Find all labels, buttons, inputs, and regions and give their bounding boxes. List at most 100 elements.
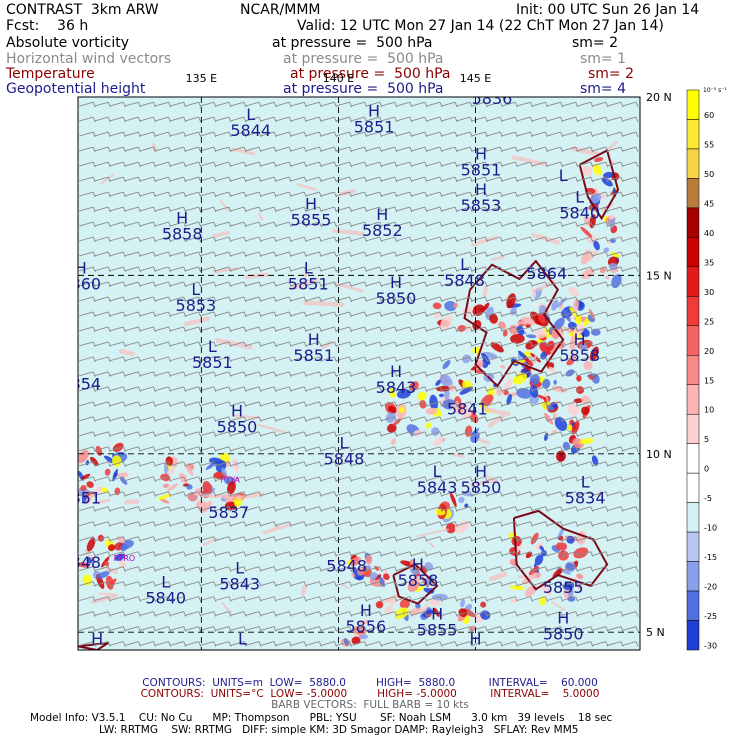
vorticity-blob [449,492,457,507]
wind-barb [621,191,639,198]
colorbar-tick-label: -25 [704,612,717,621]
temperature-streak [481,406,511,416]
vorticity-blob [580,226,593,238]
colorbar-tick-label: 0 [704,465,709,474]
pressure-center-marker: H [368,102,380,121]
vorticity-blob [512,372,527,385]
vorticity-blob [396,389,411,399]
vorticity-blob [529,385,539,398]
colorbar-tick-label: -15 [704,553,717,562]
station-marker: PTRO [114,554,136,563]
vorticity-blob [167,467,175,475]
vorticity-blob [165,456,173,466]
valid-time: Valid: 12 UTC Mon 27 Jan 14 (22 ChT Mon … [297,18,664,34]
vorticity-blob [358,634,369,640]
vorticity-blob [539,596,546,606]
field-name: Temperature [6,66,95,82]
vorticity-blob [92,485,103,497]
height-value-label: 5848 [444,271,485,290]
wind-barb [621,311,639,318]
colorbar-swatch [686,89,700,120]
vorticity-blob [546,340,555,352]
vorticity-blob [86,481,94,488]
vorticity-blob [610,251,620,258]
vorticity-blob [607,240,611,245]
vorticity-blob [464,425,473,437]
wind-barb [621,356,639,363]
vorticity-blob [540,583,552,596]
wind-barb [621,491,639,497]
vorticity-blob [112,468,118,482]
forecast-hour: Fcst: 36 h [6,18,89,34]
temperature-streak [428,541,435,548]
pressure-center-marker: L [304,259,313,278]
vorticity-blob [510,599,518,604]
vorticity-blob [566,358,575,366]
vorticity-blob [433,312,442,319]
vorticity-blob [387,405,397,414]
vorticity-blob [388,388,396,399]
vorticity-blob [103,560,109,567]
vorticity-blob [432,302,442,310]
vorticity-blob [569,335,577,352]
pressure-center-marker: H [475,180,487,199]
vorticity-blob [502,330,508,337]
vorticity-blob [611,274,622,289]
colorbar-tick-label: 60 [704,111,714,120]
colorbar-swatch [686,472,700,503]
vorticity-blob [96,570,110,579]
wind-barb [621,431,639,437]
colorbar-tick-label: -10 [704,524,717,533]
vorticity-blob [503,389,509,396]
pressure-center-marker: H [176,209,188,228]
vorticity-blob [563,326,573,333]
vorticity-blob [394,607,409,620]
pressure-center-marker: H [376,205,388,224]
wind-barb [621,446,639,452]
height-value-label: 5848 [324,449,365,468]
height-value-label: 5855 [291,210,332,229]
wind-barb [621,206,639,213]
vorticity-blob [509,585,525,590]
vorticity-blob [503,378,513,391]
temperature-contour [463,259,565,388]
wind-barb [621,596,639,602]
temperature-streak [518,321,532,326]
temperature-streak [515,321,521,328]
temperature-contour [512,509,609,591]
temperature-streak [490,255,506,261]
temperature-streak [119,348,136,357]
field-level: at pressure = 500 hPa [283,81,444,97]
wind-barb [621,371,639,378]
temperature-streak [92,498,111,505]
temperature-streak [90,593,118,604]
temperature-streak [215,338,253,350]
vorticity-blob [528,566,540,576]
colorbar-tick-label: 5 [704,435,709,444]
height-value-label: 5864 [526,264,567,283]
vorticity-blob [364,565,371,570]
wind-barb [621,461,639,467]
height-value-label: 5840 [145,589,186,608]
vorticity-blob [120,544,128,552]
temperature-streak [99,173,115,186]
wind-barb [621,266,639,273]
temperature-streak [341,583,349,590]
vorticity-blob [425,407,438,415]
vorticity-blob [496,388,503,396]
vorticity-blob [458,496,465,504]
vorticity-blob [508,325,519,335]
latitude-label: 15 N [646,269,672,282]
height-value-label: 5851 [461,160,502,179]
vorticity-blob [565,369,575,377]
pressure-center-marker: H [75,259,87,278]
vorticity-blob [576,573,584,580]
wind-barb [621,626,639,632]
temperature-streak [219,199,231,212]
vorticity-blob [428,598,441,606]
wind-barb [621,146,639,153]
wind-barb [621,326,639,333]
wind-barb [621,341,639,348]
vorticity-blob [544,412,554,425]
vorticity-blob [349,556,362,567]
